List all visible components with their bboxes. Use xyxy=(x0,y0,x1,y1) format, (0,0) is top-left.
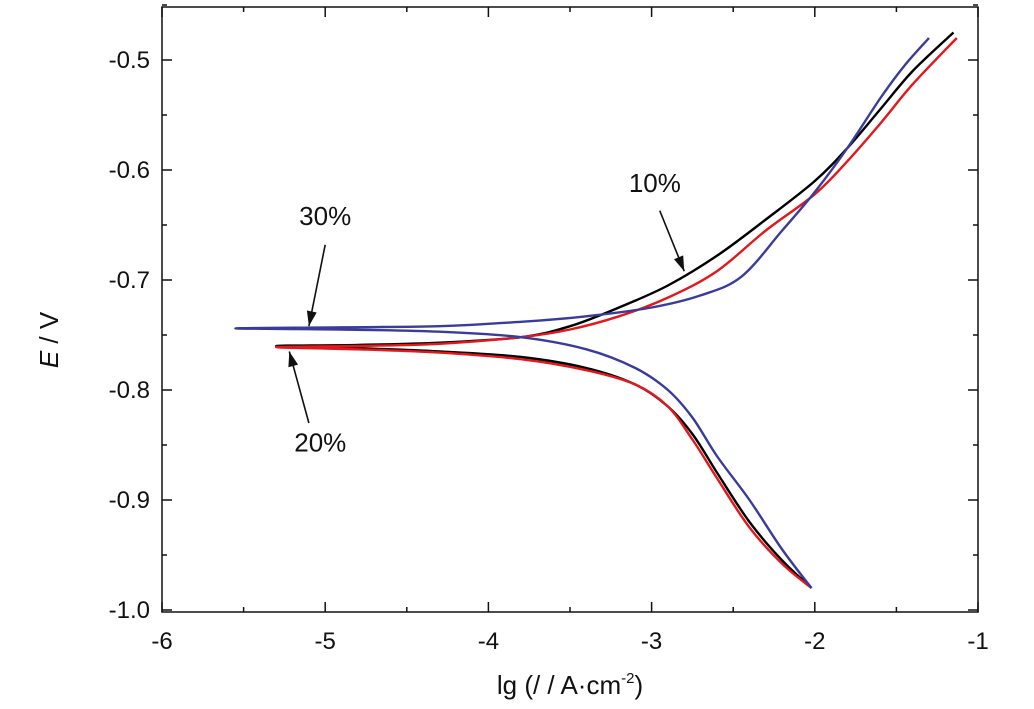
tick-marks xyxy=(161,4,979,612)
y-axis-title: E / V xyxy=(34,311,64,368)
x-tick-label: -3 xyxy=(641,628,662,655)
x-axis-title: lg (/ / A·cm-2) xyxy=(497,670,643,700)
y-tick-label: -0.8 xyxy=(109,377,150,404)
x-tick-labels: -6 -5 -4 -3 -2 -1 xyxy=(151,628,988,655)
y-tick-label: -0.9 xyxy=(109,487,150,514)
x-tick-label: -4 xyxy=(478,628,499,655)
y-tick-labels: -1.0 -0.9 -0.8 -0.7 -0.6 -0.5 xyxy=(109,47,150,624)
x-tick-label: -2 xyxy=(804,628,825,655)
x-tick-label: -5 xyxy=(315,628,336,655)
annotation-arrowhead xyxy=(674,255,685,272)
x-tick-label: -6 xyxy=(151,628,172,655)
series-line-1 xyxy=(275,31,955,589)
series-curves xyxy=(234,31,958,589)
x-tick-label: -1 xyxy=(967,628,988,655)
series-line-3 xyxy=(234,37,930,589)
annotations: 10% 30% 20% xyxy=(288,168,685,458)
annotation-label: 20% xyxy=(294,428,346,458)
y-tick-label: -0.6 xyxy=(109,157,150,184)
y-tick-label: -0.7 xyxy=(109,267,150,294)
y-tick-label: -1.0 xyxy=(109,597,150,624)
y-tick-label: -0.5 xyxy=(109,47,150,74)
plot-frame xyxy=(161,6,979,613)
annotation-arrowhead xyxy=(288,351,299,368)
annotation-label: 30% xyxy=(299,201,351,231)
annotation-label: 10% xyxy=(629,168,681,198)
annotation-arrowhead xyxy=(306,310,317,327)
